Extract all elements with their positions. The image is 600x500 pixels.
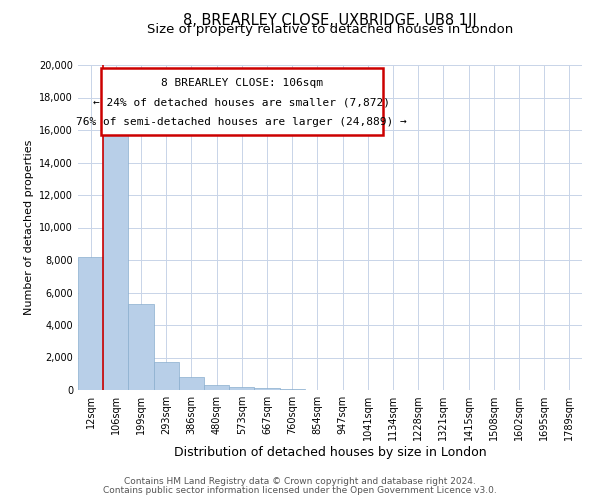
X-axis label: Distribution of detached houses by size in London: Distribution of detached houses by size …: [173, 446, 487, 459]
Bar: [280, 389, 305, 390]
Text: 76% of semi-detached houses are larger (24,889) →: 76% of semi-detached houses are larger (…: [76, 117, 407, 127]
Text: ← 24% of detached houses are smaller (7,872): ← 24% of detached houses are smaller (7,…: [94, 98, 391, 108]
Bar: [128, 304, 154, 390]
Bar: [78, 257, 103, 390]
Bar: [204, 386, 229, 390]
FancyBboxPatch shape: [101, 68, 383, 135]
Bar: [179, 377, 204, 390]
Bar: [103, 120, 128, 390]
Text: 8, BREARLEY CLOSE, UXBRIDGE, UB8 1JJ: 8, BREARLEY CLOSE, UXBRIDGE, UB8 1JJ: [183, 12, 477, 28]
Text: Contains HM Land Registry data © Crown copyright and database right 2024.: Contains HM Land Registry data © Crown c…: [124, 477, 476, 486]
Bar: [229, 387, 254, 390]
Text: 8 BREARLEY CLOSE: 106sqm: 8 BREARLEY CLOSE: 106sqm: [161, 78, 323, 88]
Y-axis label: Number of detached properties: Number of detached properties: [24, 140, 34, 315]
Text: Size of property relative to detached houses in London: Size of property relative to detached ho…: [147, 22, 513, 36]
Text: Contains public sector information licensed under the Open Government Licence v3: Contains public sector information licen…: [103, 486, 497, 495]
Bar: [254, 388, 280, 390]
Bar: [154, 362, 179, 390]
